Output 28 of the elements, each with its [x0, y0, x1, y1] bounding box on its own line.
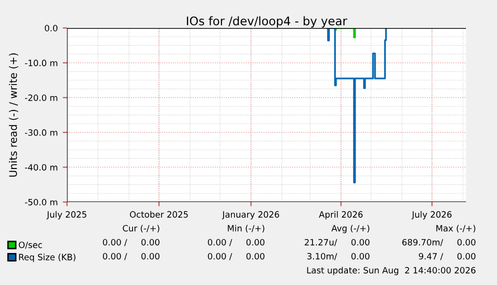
text: 0.00 / 0.00: [208, 238, 264, 246]
chart-title: IOs for /dev/loop4 - by year: [186, 16, 348, 28]
text: 689.70m/ 0.00: [402, 238, 476, 246]
x-tick-label: October 2025: [130, 211, 188, 218]
legend-label: Req Size (KB): [19, 254, 76, 262]
x-tick-label: July 2026: [411, 211, 452, 220]
y-axis-title: Units read (-) / write (+): [8, 53, 18, 177]
text: Min (-/+): [228, 224, 264, 233]
legend-label: O/sec: [18, 242, 42, 249]
text: 0.00 / 0.00: [102, 252, 160, 260]
text: 21.27u/ 0.00: [304, 238, 370, 246]
text: Avg (-/+): [331, 224, 370, 234]
y-tick-label: -10.0 m: [24, 60, 58, 66]
y-tick-label: -50.0 m: [24, 198, 58, 206]
text: 0.00 / 0.00: [102, 238, 160, 246]
x-tick-label: July 2025: [46, 211, 86, 220]
x-tick-label: January 2026: [222, 211, 280, 220]
x-tick-label: April 2026: [318, 211, 363, 220]
y-tick-label: -40.0 m: [24, 164, 58, 171]
text: Last update: Sun Aug 2 14:40:00 2026: [307, 266, 476, 276]
text: 3.10m/ 0.00: [307, 252, 370, 260]
text: Cur (-/+): [122, 224, 160, 233]
y-tick-label: -20.0 m: [24, 94, 58, 101]
y-tick-label: -30.0 m: [24, 129, 58, 136]
text: Max (-/+): [436, 224, 476, 233]
text: 0.00 / 0.00: [208, 252, 264, 260]
y-tick-label: 0.0: [44, 24, 58, 32]
text: 9.47 / 0.00: [418, 252, 476, 260]
